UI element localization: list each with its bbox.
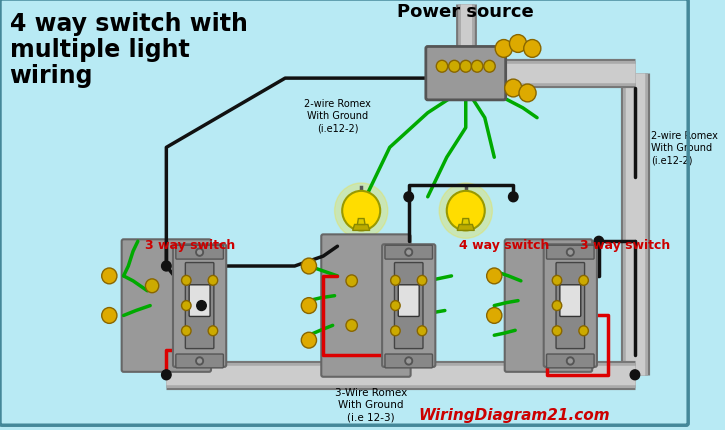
FancyBboxPatch shape	[122, 240, 211, 372]
FancyBboxPatch shape	[173, 245, 226, 367]
Circle shape	[439, 184, 492, 239]
Circle shape	[486, 308, 502, 324]
Circle shape	[510, 36, 526, 53]
Circle shape	[342, 191, 380, 231]
Circle shape	[346, 319, 357, 332]
Circle shape	[407, 359, 410, 363]
FancyBboxPatch shape	[547, 354, 594, 368]
Circle shape	[552, 301, 562, 311]
FancyBboxPatch shape	[544, 245, 597, 367]
Text: 3 way switch: 3 way switch	[580, 238, 670, 251]
Circle shape	[302, 298, 317, 314]
Circle shape	[405, 249, 413, 257]
Circle shape	[196, 249, 204, 257]
Circle shape	[566, 357, 574, 365]
Circle shape	[346, 275, 357, 287]
FancyBboxPatch shape	[547, 246, 594, 259]
Circle shape	[181, 326, 191, 336]
FancyBboxPatch shape	[321, 235, 410, 377]
Circle shape	[566, 249, 574, 257]
Circle shape	[102, 308, 117, 324]
Circle shape	[404, 192, 413, 202]
Polygon shape	[462, 219, 470, 225]
Circle shape	[162, 370, 171, 380]
Circle shape	[302, 332, 317, 348]
Circle shape	[508, 192, 518, 202]
Circle shape	[449, 61, 460, 73]
Circle shape	[102, 268, 117, 284]
Circle shape	[579, 326, 589, 336]
Circle shape	[447, 191, 485, 231]
Circle shape	[302, 258, 317, 274]
Circle shape	[486, 268, 502, 284]
FancyBboxPatch shape	[176, 246, 223, 259]
Circle shape	[208, 276, 218, 286]
FancyBboxPatch shape	[189, 285, 210, 317]
FancyBboxPatch shape	[176, 354, 223, 368]
Polygon shape	[457, 225, 474, 231]
Circle shape	[405, 357, 413, 365]
Circle shape	[484, 61, 495, 73]
FancyBboxPatch shape	[382, 245, 435, 367]
Polygon shape	[357, 219, 365, 225]
Circle shape	[208, 326, 218, 336]
Circle shape	[552, 326, 562, 336]
Circle shape	[196, 357, 204, 365]
Circle shape	[495, 40, 513, 58]
Circle shape	[407, 251, 410, 255]
Circle shape	[471, 61, 483, 73]
Circle shape	[568, 251, 572, 255]
Text: 4 way switch: 4 way switch	[459, 238, 549, 251]
Circle shape	[196, 301, 206, 311]
Circle shape	[505, 80, 522, 98]
Text: 2-wire Romex
With Ground
(i.e12-2): 2-wire Romex With Ground (i.e12-2)	[651, 131, 718, 166]
Circle shape	[552, 276, 562, 286]
Circle shape	[418, 326, 427, 336]
Circle shape	[181, 301, 191, 311]
Text: 3 way switch: 3 way switch	[145, 238, 235, 251]
FancyBboxPatch shape	[394, 263, 423, 349]
Text: 4 way switch with
multiple light
wiring: 4 way switch with multiple light wiring	[9, 12, 247, 87]
Circle shape	[162, 261, 171, 271]
FancyBboxPatch shape	[556, 263, 584, 349]
Circle shape	[579, 276, 589, 286]
Text: 3-Wire Romex
With Ground
(i.e 12-3): 3-Wire Romex With Ground (i.e 12-3)	[334, 387, 407, 421]
Circle shape	[594, 237, 604, 247]
Circle shape	[519, 85, 536, 103]
FancyBboxPatch shape	[385, 246, 433, 259]
Text: 2-wire Romex
With Ground
(i.e12-2): 2-wire Romex With Ground (i.e12-2)	[304, 98, 371, 133]
Circle shape	[460, 61, 471, 73]
Circle shape	[391, 326, 400, 336]
Circle shape	[391, 301, 400, 311]
FancyBboxPatch shape	[385, 354, 433, 368]
Circle shape	[198, 251, 202, 255]
Circle shape	[198, 359, 202, 363]
Text: WiringDiagram21.com: WiringDiagram21.com	[418, 407, 610, 422]
FancyBboxPatch shape	[398, 285, 419, 317]
Circle shape	[181, 276, 191, 286]
FancyBboxPatch shape	[560, 285, 581, 317]
FancyBboxPatch shape	[426, 47, 505, 101]
Circle shape	[568, 359, 572, 363]
FancyBboxPatch shape	[505, 240, 592, 372]
Circle shape	[523, 40, 541, 58]
Circle shape	[391, 276, 400, 286]
FancyBboxPatch shape	[186, 263, 214, 349]
Circle shape	[146, 279, 159, 293]
Circle shape	[418, 276, 427, 286]
Circle shape	[630, 370, 639, 380]
Circle shape	[436, 61, 448, 73]
Circle shape	[334, 184, 388, 239]
Polygon shape	[352, 225, 370, 231]
Text: Power source: Power source	[397, 3, 534, 21]
